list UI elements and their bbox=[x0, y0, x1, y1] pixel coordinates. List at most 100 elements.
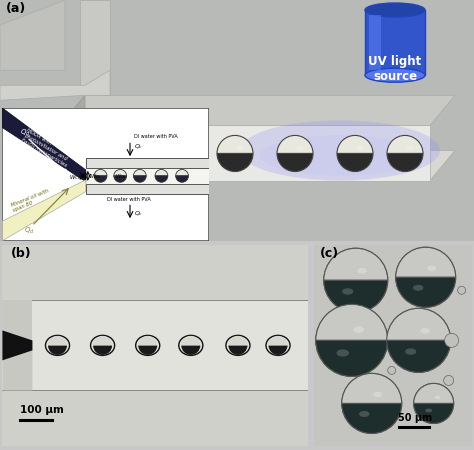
Text: $W_{Ch}$: $W_{Ch}$ bbox=[90, 172, 101, 181]
Text: (a): (a) bbox=[6, 2, 26, 15]
Wedge shape bbox=[155, 176, 168, 182]
Wedge shape bbox=[342, 404, 401, 433]
Polygon shape bbox=[2, 108, 86, 182]
Bar bbox=[2, 300, 308, 391]
Wedge shape bbox=[134, 176, 146, 182]
Polygon shape bbox=[2, 351, 32, 391]
Text: DI water with PVA: DI water with PVA bbox=[108, 198, 151, 203]
Wedge shape bbox=[387, 153, 423, 171]
Bar bbox=[86, 168, 209, 184]
Wedge shape bbox=[176, 170, 189, 176]
Text: $Q_c$: $Q_c$ bbox=[134, 209, 143, 218]
Wedge shape bbox=[316, 340, 388, 376]
Ellipse shape bbox=[365, 3, 425, 17]
Wedge shape bbox=[138, 336, 157, 346]
Wedge shape bbox=[97, 135, 133, 153]
Wedge shape bbox=[97, 153, 133, 171]
Wedge shape bbox=[94, 176, 107, 182]
Wedge shape bbox=[414, 404, 454, 423]
Wedge shape bbox=[93, 346, 112, 355]
Text: $Q_d$: $Q_d$ bbox=[24, 226, 35, 236]
Polygon shape bbox=[60, 126, 430, 180]
Ellipse shape bbox=[176, 146, 184, 151]
Text: (c): (c) bbox=[320, 247, 339, 260]
Polygon shape bbox=[60, 95, 85, 180]
Text: HDDA with
photoinitiatior and
Fe₂O₃ nanoparticles: HDDA with photoinitiatior and Fe₂O₃ nano… bbox=[20, 128, 73, 168]
Ellipse shape bbox=[260, 135, 420, 176]
Ellipse shape bbox=[427, 266, 436, 271]
Wedge shape bbox=[217, 135, 253, 153]
Text: 50 μm: 50 μm bbox=[398, 414, 432, 423]
Ellipse shape bbox=[435, 396, 441, 399]
Circle shape bbox=[388, 366, 396, 374]
Wedge shape bbox=[217, 153, 253, 171]
Ellipse shape bbox=[405, 348, 416, 355]
Ellipse shape bbox=[342, 288, 353, 295]
Ellipse shape bbox=[373, 392, 382, 397]
Wedge shape bbox=[134, 170, 146, 176]
Text: $W_{Ch}$: $W_{Ch}$ bbox=[69, 173, 82, 182]
Bar bbox=[369, 15, 381, 70]
Wedge shape bbox=[157, 153, 193, 171]
Polygon shape bbox=[2, 300, 32, 340]
Ellipse shape bbox=[425, 409, 432, 413]
Text: $W_{Ch}$: $W_{Ch}$ bbox=[115, 172, 127, 181]
Wedge shape bbox=[228, 336, 247, 346]
Wedge shape bbox=[176, 176, 189, 182]
Polygon shape bbox=[60, 150, 455, 180]
Wedge shape bbox=[181, 346, 201, 355]
Wedge shape bbox=[48, 346, 67, 355]
Wedge shape bbox=[337, 153, 373, 171]
Text: UV light
source: UV light source bbox=[368, 55, 422, 83]
Ellipse shape bbox=[413, 285, 423, 291]
Bar bbox=[2, 245, 308, 300]
Wedge shape bbox=[316, 304, 388, 340]
Wedge shape bbox=[324, 248, 388, 280]
Text: 100 μm: 100 μm bbox=[20, 405, 64, 415]
Bar bbox=[86, 184, 209, 194]
Wedge shape bbox=[228, 346, 247, 355]
Polygon shape bbox=[0, 70, 110, 100]
Polygon shape bbox=[80, 0, 110, 95]
Bar bbox=[86, 158, 209, 168]
Ellipse shape bbox=[337, 349, 349, 356]
Wedge shape bbox=[337, 135, 373, 153]
Ellipse shape bbox=[356, 146, 364, 151]
Ellipse shape bbox=[359, 411, 369, 417]
Ellipse shape bbox=[354, 326, 365, 333]
Circle shape bbox=[444, 375, 454, 385]
Wedge shape bbox=[138, 346, 157, 355]
Polygon shape bbox=[60, 95, 455, 126]
Polygon shape bbox=[2, 330, 32, 360]
Wedge shape bbox=[268, 346, 288, 355]
Ellipse shape bbox=[236, 146, 244, 151]
Ellipse shape bbox=[116, 146, 124, 151]
Ellipse shape bbox=[357, 268, 367, 274]
Bar bbox=[2, 391, 308, 446]
Wedge shape bbox=[342, 374, 401, 404]
Wedge shape bbox=[268, 336, 288, 346]
Wedge shape bbox=[387, 135, 423, 153]
Wedge shape bbox=[181, 336, 201, 346]
Text: $Q_c$: $Q_c$ bbox=[134, 142, 143, 151]
Wedge shape bbox=[277, 135, 313, 153]
Ellipse shape bbox=[420, 328, 430, 333]
Wedge shape bbox=[396, 247, 456, 277]
Polygon shape bbox=[365, 10, 425, 75]
Wedge shape bbox=[48, 336, 67, 346]
Ellipse shape bbox=[240, 120, 440, 180]
Wedge shape bbox=[155, 170, 168, 176]
Wedge shape bbox=[157, 135, 193, 153]
Wedge shape bbox=[387, 308, 451, 340]
Ellipse shape bbox=[365, 68, 425, 82]
Wedge shape bbox=[93, 336, 112, 346]
Text: $Q_d$: $Q_d$ bbox=[20, 127, 31, 138]
Wedge shape bbox=[414, 383, 454, 404]
Wedge shape bbox=[114, 170, 127, 176]
Polygon shape bbox=[2, 180, 86, 241]
Wedge shape bbox=[94, 170, 107, 176]
Ellipse shape bbox=[296, 146, 304, 151]
Wedge shape bbox=[324, 280, 388, 312]
Text: (b): (b) bbox=[10, 247, 31, 260]
Ellipse shape bbox=[406, 146, 414, 151]
